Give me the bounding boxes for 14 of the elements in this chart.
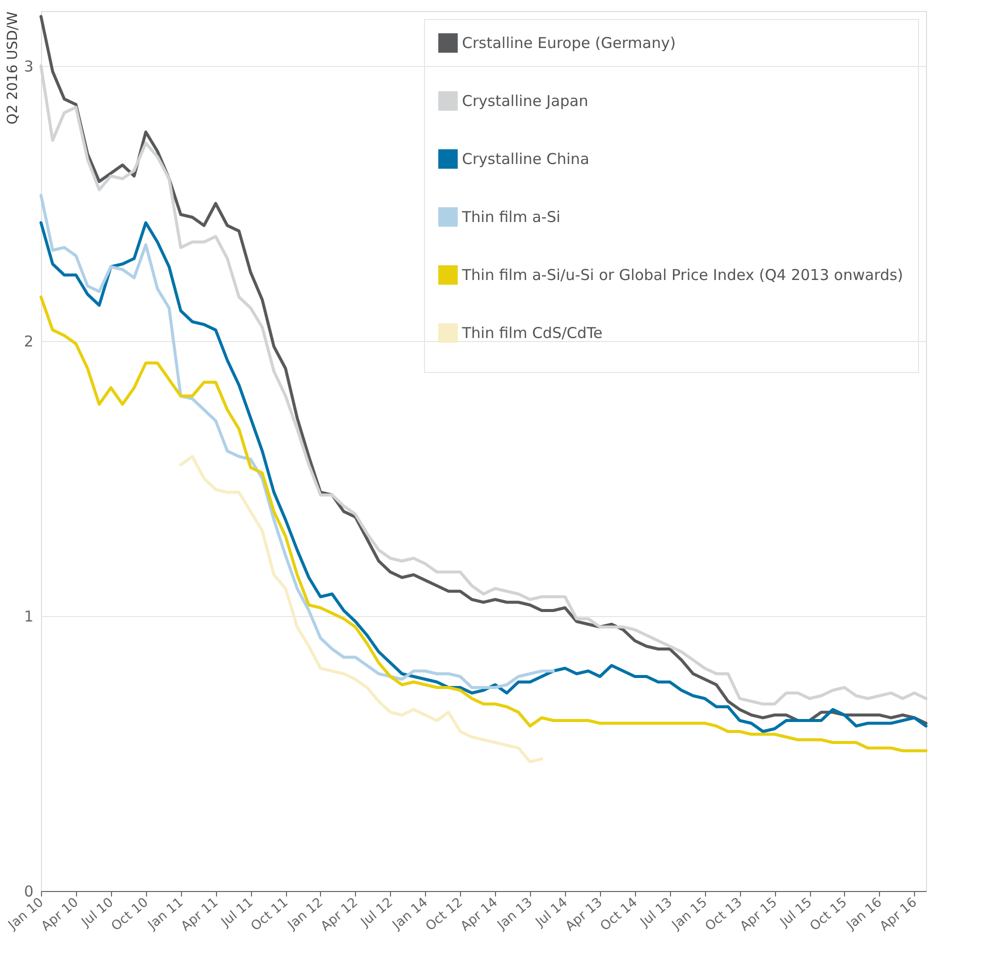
line-series — [40, 296, 928, 752]
line-series — [40, 221, 928, 733]
y-tick-label: 3 — [24, 58, 34, 76]
legend-label: Crystalline China — [462, 150, 590, 168]
y-tick-label: 2 — [24, 332, 34, 350]
y-tick-label: 0 — [24, 882, 34, 900]
legend-label: Crstalline Europe (Germany) — [462, 34, 676, 52]
legend-label: Crystalline Japan — [462, 92, 588, 110]
line-series — [179, 455, 544, 764]
legend-label: Thin film a-Si — [461, 208, 560, 226]
y-axis-title: Q2 2016 USD/W — [4, 11, 21, 124]
y-tick-label: 1 — [24, 608, 34, 626]
legend-label: Thin film a-Si/u-Si or Global Price Index (Q4 2013 onwards) — [461, 266, 904, 284]
legend-label: Thin film CdS/CdTe — [461, 324, 603, 342]
